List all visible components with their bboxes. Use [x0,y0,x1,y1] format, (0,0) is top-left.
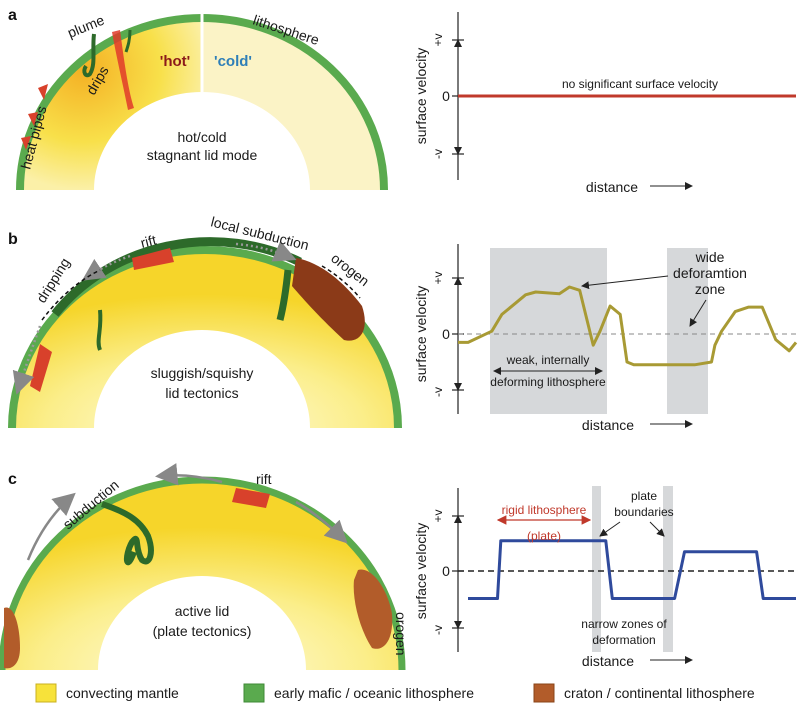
chart-b-xlabel: distance [582,417,634,433]
chart-a-xlabel: distance [586,179,638,195]
legend: convecting mantle early mafic / oceanic … [35,683,755,703]
chart-c-yzero: 0 [442,563,450,579]
panel-a-letter: a [8,7,17,24]
rift-label-c: rift [256,471,272,487]
wide-line3: zone [695,281,726,297]
orogen-shape-b [292,258,365,341]
dark-lithosphere-b [51,237,302,317]
velocity-line-b-0 [458,285,798,367]
mode-b-line1: sluggish/squishy [151,365,254,381]
orogen-shape-c [353,569,393,649]
mantle-region-c [2,480,402,670]
plume-shape [112,30,134,110]
narrow-line2: deformation [592,633,655,647]
cold-label: 'cold' [214,53,252,70]
panel-a: a plume drips heat pipes 'hot' 'cold' li… [8,7,796,195]
chart-a-ypos: +v [431,33,445,46]
rift-shape-b [132,248,174,270]
mode-a-line1: hot/cold [177,129,226,145]
orogen-label-c: orogen [393,612,409,656]
plate-boundaries-line1: plate [631,489,657,503]
legend-mantle-swatch [35,683,57,703]
panel-c-letter: c [8,471,17,488]
chart-c-xlabel: distance [582,653,634,669]
chart-a-ylabel: surface velocity [413,48,429,144]
plume-label: plume [65,12,107,41]
chart-b: +v 0 -v surface velocity distance wide d… [413,244,798,433]
legend-mantle-label: convecting mantle [66,685,179,701]
chart-b-ylabel: surface velocity [413,286,429,382]
rift-shape-c [232,488,270,508]
rift-label-b: rift [139,232,158,251]
mode-a-line2: stagnant lid mode [147,147,258,163]
chart-c-yneg: -v [431,625,445,635]
narrow-line1: narrow zones of [581,617,667,631]
chart-b-shade-2 [667,248,708,414]
chart-a-yneg: -v [431,149,445,159]
chart-a-yzero: 0 [442,88,450,104]
rigid-label: rigid lithosphere [502,503,587,517]
lithosphere-band-b [8,246,402,429]
lithosphere-band-c [0,476,406,671]
chart-b-yneg: -v [431,387,445,397]
heat-pipes-shapes [21,84,48,150]
chart-c-shade-1 [592,486,601,652]
hot-mantle-region [20,18,202,190]
drip-b-1 [96,309,103,351]
weak-line1: weak, internally [506,353,590,367]
panel-b: b dripping rift local subduction orogen … [8,213,798,433]
legend-oceanic-label: early mafic / oceanic lithosphere [274,685,474,701]
subduction-slab-b [276,269,292,321]
chart-c-shade-2 [663,486,673,652]
velocity-line-c-0 [468,539,796,600]
drip-shape-1 [82,33,96,78]
hot-label: 'hot' [160,53,190,70]
mode-c-line1: active lid [175,603,229,619]
chart-b-shade-1 [490,248,607,414]
chart-b-plot [458,285,798,367]
plate-label: (plate) [527,529,561,543]
cold-mantle-region [202,18,384,190]
wide-line2: deforamtion [673,265,747,281]
chart-c-ylabel: surface velocity [413,523,429,619]
chart-c-plot [468,539,796,600]
legend-craton-swatch [533,683,555,703]
chart-b-ypos: +v [431,271,445,284]
mode-b-line2: lid tectonics [165,385,238,401]
drip-shape-2 [124,29,132,53]
wide-line1: wide [695,249,725,265]
chart-a: +v 0 -v surface velocity distance no sig… [413,12,796,195]
mode-c-line2: (plate tectonics) [153,623,252,639]
legend-oceanic-swatch [243,683,265,703]
craton-shape-c [4,607,20,669]
legend-craton-label: craton / continental lithosphere [564,685,755,701]
weak-line2: deforming lithosphere [490,375,606,389]
chart-c: +v 0 -v surface velocity distance rigid … [413,486,796,669]
panel-c: c subduction rift orogen active lid (pla… [0,463,796,671]
chart-c-ypos: +v [431,509,445,522]
panel-b-letter: b [8,231,18,248]
subduction-slab-c [101,501,154,566]
chart-b-yzero: 0 [442,326,450,342]
chart-a-annotation: no significant surface velocity [562,77,718,91]
plate-boundaries-line2: boundaries [614,505,673,519]
mantle-region-b [12,250,398,428]
edge-shape-b [30,344,52,392]
